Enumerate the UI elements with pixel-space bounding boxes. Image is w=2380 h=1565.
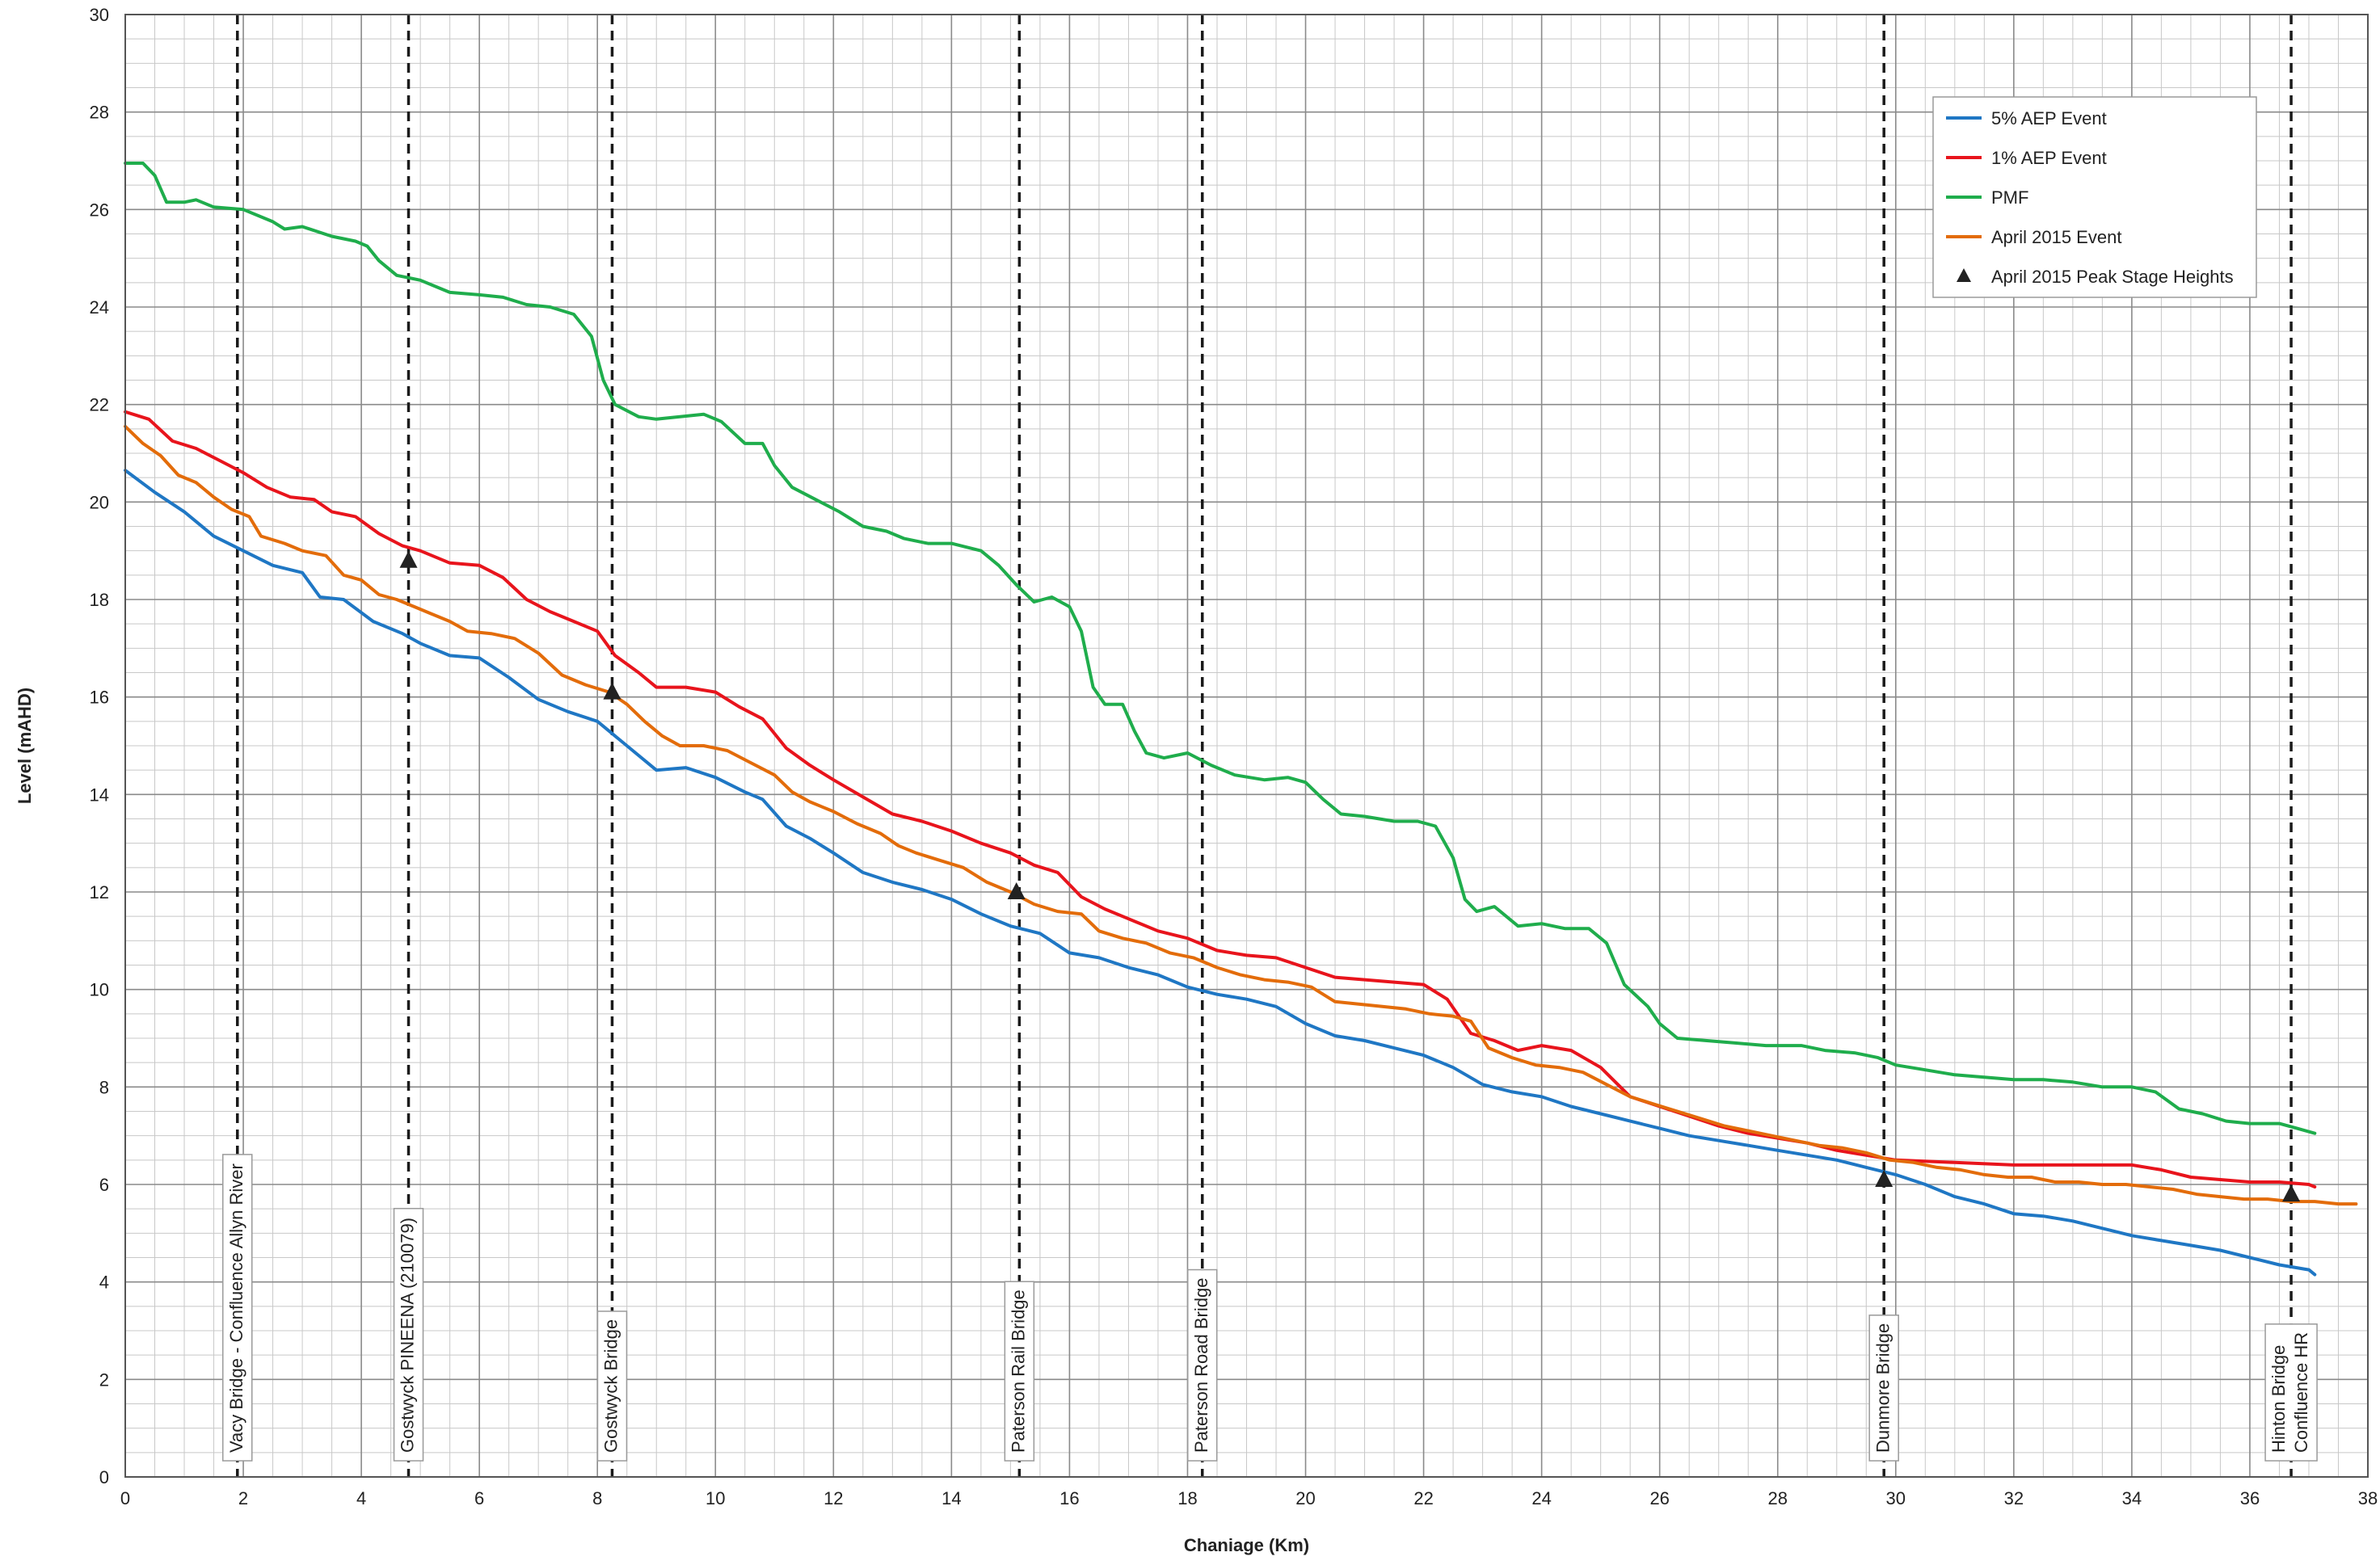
reference-label: Dunmore Bridge <box>1868 1315 1899 1462</box>
peak-stage-marker <box>399 550 418 568</box>
series-lines <box>124 162 2358 1277</box>
reference-label: Vacy Bridge - Confluence Allyn River <box>222 1154 253 1462</box>
x-tick-label: 20 <box>1295 1488 1315 1508</box>
x-tick-label: 14 <box>941 1488 961 1508</box>
peak-stage-markers <box>399 550 2301 1202</box>
y-tick-label: 10 <box>90 980 109 1000</box>
reference-label-box <box>596 1310 628 1462</box>
series-line-5-aep-event <box>124 469 2317 1277</box>
legend-label: April 2015 Event <box>1991 227 2121 247</box>
x-tick-label: 8 <box>592 1488 602 1508</box>
y-tick-label: 16 <box>90 688 109 708</box>
x-tick-label: 36 <box>2240 1488 2260 1508</box>
legend-swatch <box>1957 268 1971 282</box>
y-tick-label: 14 <box>90 785 109 805</box>
legend-box <box>1932 96 2257 298</box>
reference-label-box <box>2264 1323 2318 1462</box>
reference-label: Gostwyck Bridge <box>596 1310 628 1462</box>
reference-line-labels: Vacy Bridge - Confluence Allyn River Gost… <box>222 1154 2318 1462</box>
x-tick-label: 18 <box>1177 1488 1197 1508</box>
legend-label: 1% AEP Event <box>1991 148 2107 168</box>
reference-label-text: Dunmore Bridge <box>1872 1323 1893 1453</box>
x-axis-ticks: 0 2 4 6 8 10 12 14 16 18 20 22 24 26 28 30 32 34 36 38 <box>120 1488 2378 1508</box>
y-tick-label: 18 <box>90 590 109 610</box>
peak-stage-marker <box>1007 882 1026 899</box>
y-axis-title: Level (mAHD) <box>15 688 35 804</box>
y-tick-label: 12 <box>90 882 109 902</box>
x-tick-label: 32 <box>2004 1488 2024 1508</box>
y-tick-label: 20 <box>90 492 109 512</box>
x-axis-title: Chaniage (Km) <box>1184 1535 1309 1555</box>
x-tick-label: 30 <box>1886 1488 1906 1508</box>
reference-label-text: Gostwyck Bridge <box>601 1319 621 1453</box>
peak-stage-marker <box>603 682 621 700</box>
y-tick-label: 28 <box>90 103 109 123</box>
x-tick-label: 0 <box>120 1488 130 1508</box>
y-tick-label: 24 <box>90 297 109 318</box>
reference-label: Gostwyck PINEENA (210079) <box>393 1208 424 1462</box>
x-tick-label: 34 <box>2122 1488 2142 1508</box>
x-tick-label: 10 <box>706 1488 725 1508</box>
series-line-1-aep-event <box>124 410 2317 1188</box>
x-tick-label: 12 <box>824 1488 843 1508</box>
reference-label-text: Hinton Bridge <box>2268 1345 2289 1453</box>
legend: 5% AEP Event 1% AEP Event PMF April 2015 Ev… <box>1932 96 2257 298</box>
y-tick-label: 4 <box>99 1273 109 1293</box>
x-tick-label: 28 <box>1767 1488 1787 1508</box>
y-tick-label: 26 <box>90 200 109 220</box>
reference-label-text: Gostwyck PINEENA (210079) <box>398 1218 418 1453</box>
y-tick-label: 8 <box>99 1077 109 1097</box>
reference-label-box <box>1004 1281 1035 1462</box>
reference-label-box <box>222 1154 253 1462</box>
peak-stage-marker <box>1875 1169 1893 1187</box>
y-tick-label: 6 <box>99 1175 109 1195</box>
plot-frame <box>124 14 2369 1478</box>
x-tick-label: 22 <box>1413 1488 1433 1508</box>
reference-label-text: Paterson Rail Bridge <box>1009 1289 1029 1453</box>
series-line-april-2015-event <box>124 424 2358 1206</box>
reference-label-text: Confluence HR <box>2291 1332 2311 1453</box>
y-tick-label: 22 <box>90 395 109 415</box>
peak-stage-marker <box>2282 1184 2301 1202</box>
series-line-pmf <box>124 162 2317 1135</box>
reference-label-box <box>1868 1315 1899 1462</box>
reference-lines <box>236 15 2293 1477</box>
reference-label: Paterson Rail Bridge <box>1004 1281 1035 1462</box>
x-tick-label: 26 <box>1649 1488 1669 1508</box>
reference-label-box <box>1186 1268 1218 1462</box>
x-tick-label: 4 <box>356 1488 366 1508</box>
legend-label: PMF <box>1991 187 2028 208</box>
x-tick-label: 24 <box>1531 1488 1551 1508</box>
reference-label-box <box>393 1208 424 1462</box>
x-tick-label: 38 <box>2358 1488 2378 1508</box>
y-tick-label: 30 <box>90 5 109 25</box>
y-tick-label: 0 <box>99 1467 109 1487</box>
legend-label: April 2015 Peak Stage Heights <box>1991 267 2234 287</box>
x-tick-label: 2 <box>238 1488 248 1508</box>
reference-label: Hinton Bridge Confluence HR <box>2264 1323 2318 1462</box>
legend-label: 5% AEP Event <box>1991 108 2107 128</box>
y-tick-label: 2 <box>99 1369 109 1390</box>
reference-label-text: Paterson Road Bridge <box>1191 1278 1211 1453</box>
x-tick-label: 16 <box>1059 1488 1079 1508</box>
reference-label-text: Vacy Bridge - Confluence Allyn River <box>226 1163 246 1453</box>
x-tick-label: 6 <box>474 1488 484 1508</box>
reference-label: Paterson Road Bridge <box>1186 1268 1218 1462</box>
